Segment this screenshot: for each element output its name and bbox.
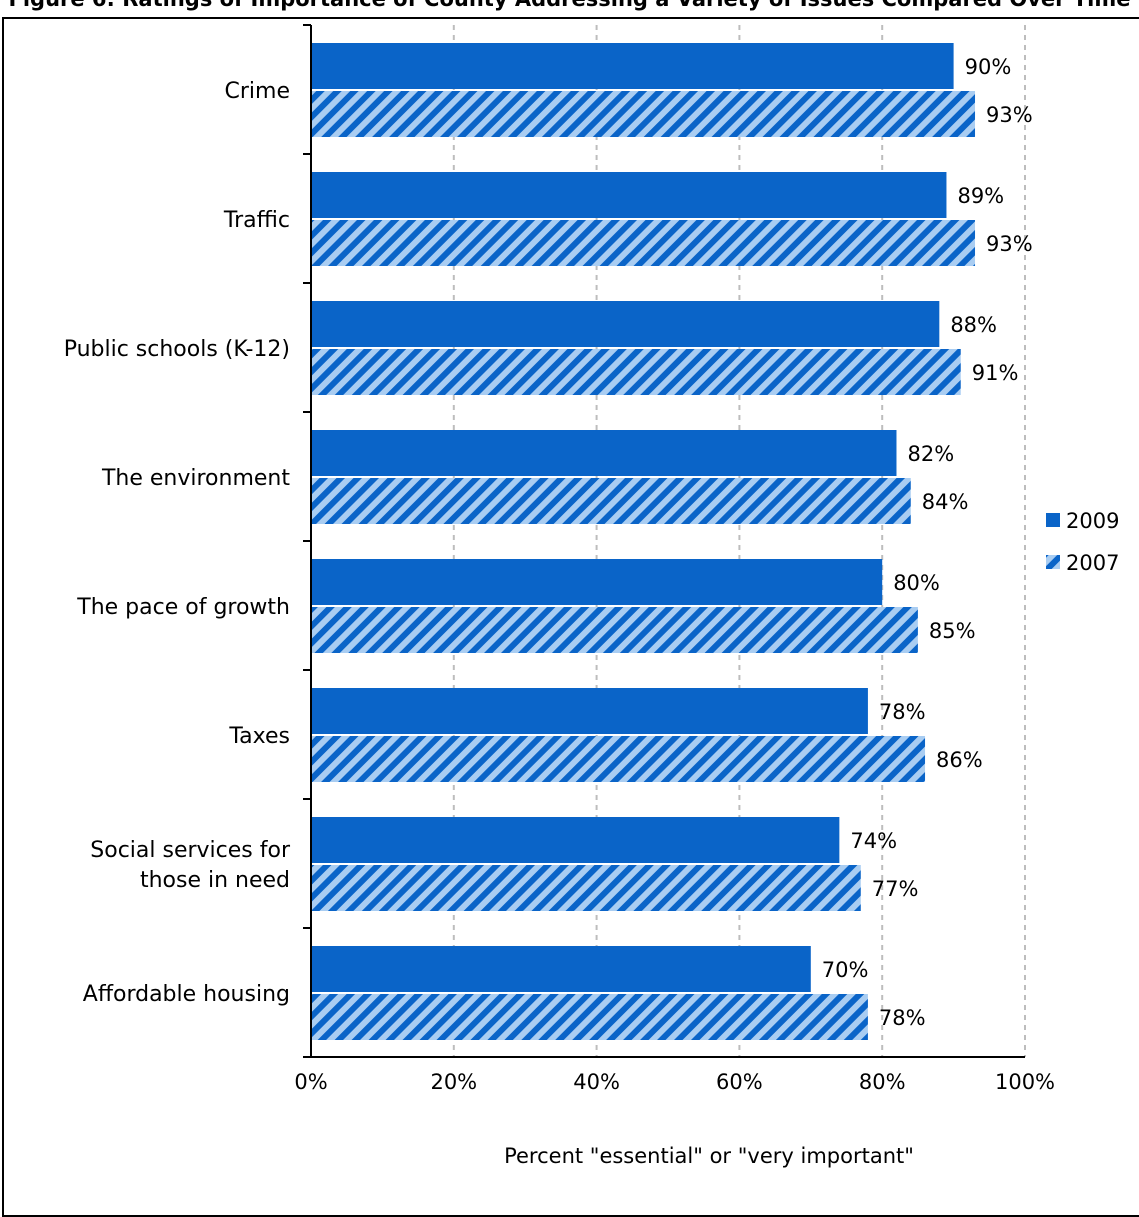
data-label: 93%: [986, 103, 1033, 127]
bar-2009: [311, 172, 947, 218]
data-label: 88%: [950, 313, 997, 337]
bar-2009: [311, 946, 811, 992]
legend-swatch-2007: [1046, 555, 1060, 569]
bar-2009: [311, 688, 868, 734]
legend-swatch-2009: [1046, 513, 1060, 527]
x-tick-label: 40%: [573, 1070, 620, 1094]
category-label: Traffic: [223, 208, 290, 233]
bar-2007: [311, 349, 961, 395]
bar-chart: 0% 20% 40% 60% 80% 100% 90% 93% Crime 89% 93% Traff…: [64, 24, 1119, 1168]
bar-2007: [311, 478, 911, 524]
x-tick-label: 20%: [430, 1070, 477, 1094]
category-label: Social services for those in need: [90, 838, 291, 893]
category-label: The pace of growth: [76, 595, 290, 620]
bar-2007: [311, 607, 918, 653]
data-label: 77%: [872, 877, 919, 901]
bar-2009: [311, 817, 840, 863]
axes: [303, 24, 1025, 1058]
data-label: 80%: [893, 571, 940, 595]
labels: 0% 20% 40% 60% 80% 100% 90% 93% Crime 89% 93% Traff…: [64, 55, 1055, 1168]
data-label: 90%: [965, 55, 1012, 79]
data-label: 82%: [907, 442, 954, 466]
legend-label-2007: 2007: [1066, 551, 1119, 575]
data-label: 78%: [879, 1006, 926, 1030]
data-label: 93%: [986, 232, 1033, 256]
x-tick-label: 100%: [995, 1070, 1055, 1094]
data-label: 74%: [850, 829, 897, 853]
chart-title: Figure 6: Ratings of Importance of Count…: [0, 0, 1139, 13]
data-label: 91%: [972, 361, 1019, 385]
data-label: 85%: [929, 619, 976, 643]
bar-2007: [311, 91, 976, 137]
data-label: 84%: [922, 490, 969, 514]
category-label: Crime: [225, 79, 290, 104]
category-label: Public schools (K-12): [64, 337, 290, 362]
bar-2007: [311, 736, 926, 782]
category-label: Affordable housing: [83, 982, 290, 1007]
bar-2007: [311, 220, 976, 266]
legend: 2009 2007: [1046, 509, 1119, 575]
data-label: 78%: [879, 700, 926, 724]
bar-2009: [311, 43, 954, 89]
x-tick-label: 80%: [859, 1070, 906, 1094]
data-label: 89%: [957, 184, 1004, 208]
category-label: Taxes: [228, 724, 290, 749]
bar-2007: [311, 994, 868, 1040]
data-label: 86%: [936, 748, 983, 772]
category-label: The environment: [101, 466, 290, 491]
x-tick-label: 0%: [294, 1070, 327, 1094]
x-tick-label: 60%: [716, 1070, 763, 1094]
bar-2007: [311, 865, 861, 911]
bar-2009: [311, 559, 883, 605]
bar-2009: [311, 430, 897, 476]
bars: [311, 43, 976, 1040]
legend-label-2009: 2009: [1066, 509, 1119, 533]
data-label: 70%: [822, 958, 869, 982]
x-axis-title: Percent "essential" or "very important": [504, 1144, 914, 1168]
bar-2009: [311, 301, 940, 347]
